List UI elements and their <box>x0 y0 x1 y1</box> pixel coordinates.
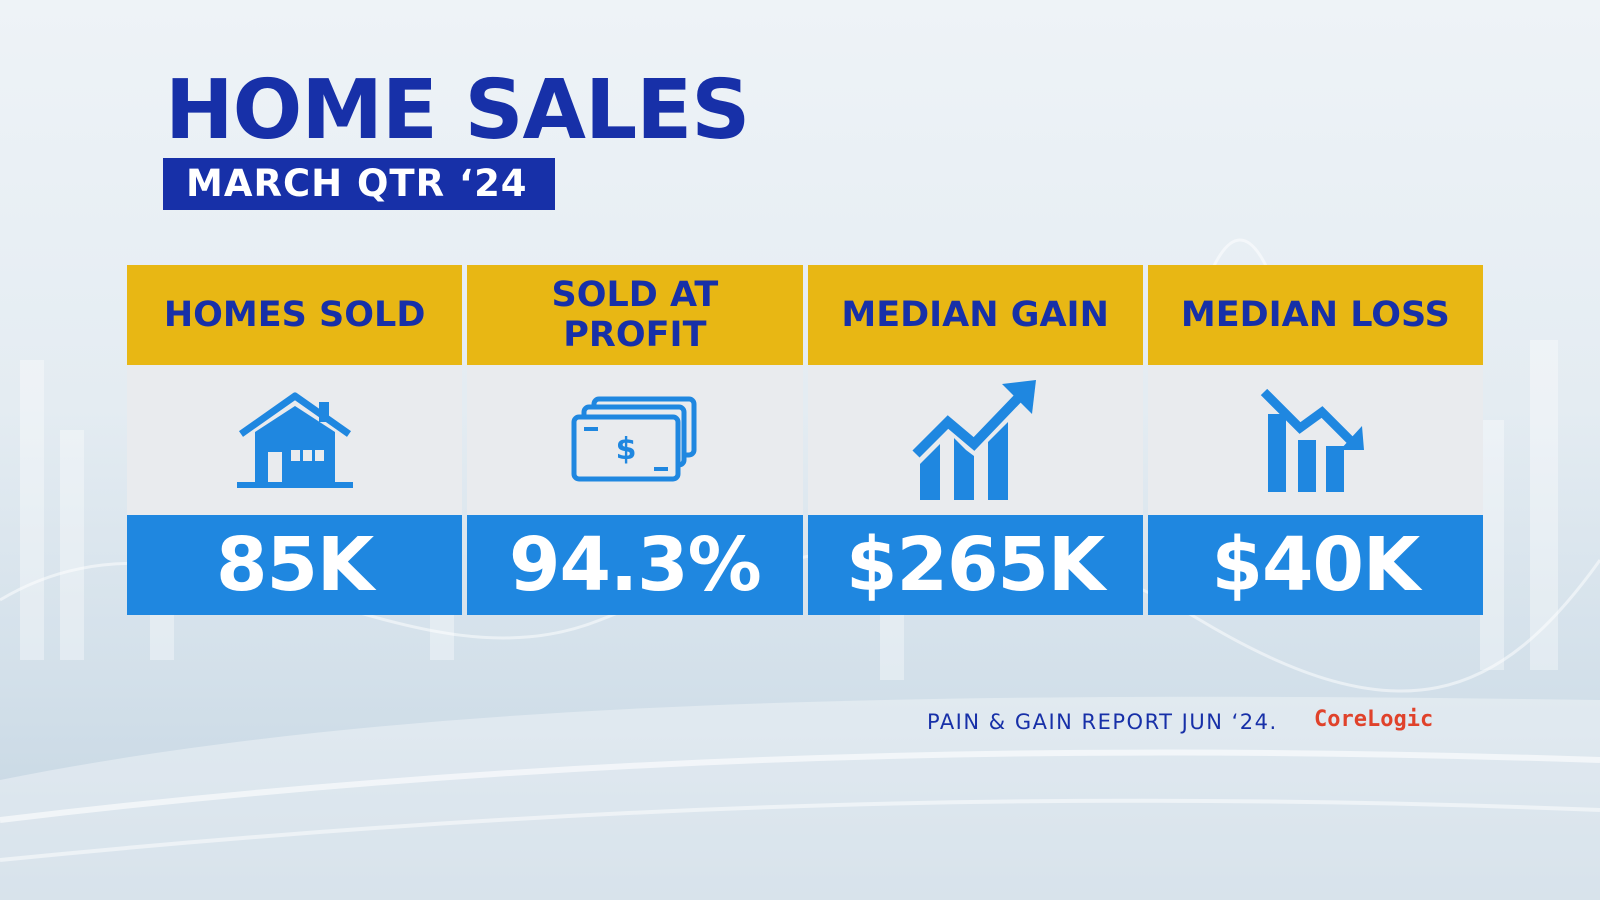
stat-value: $265K <box>807 515 1143 615</box>
trend-up-icon <box>912 379 1037 500</box>
stat-label: MEDIAN LOSS <box>1147 265 1483 365</box>
stat-card-sold-at-profit: SOLD AT PROFIT $ 94.3% <box>467 265 803 615</box>
stat-value: 94.3% <box>467 515 803 615</box>
stat-label: MEDIAN GAIN <box>807 265 1143 365</box>
stats-grid: HOMES SOLD 85K SOLD AT PROFIT $ <box>127 265 1483 615</box>
stat-card-median-loss: MEDIAN LOSS $40K <box>1147 265 1483 615</box>
stat-card-median-gain: MEDIAN GAIN $265K <box>807 265 1143 615</box>
house-icon <box>236 392 353 488</box>
period-badge: MARCH QTR ‘24 <box>163 158 555 210</box>
stat-value: 85K <box>127 515 463 615</box>
stat-value: $40K <box>1147 515 1483 615</box>
stat-card-homes-sold: HOMES SOLD 85K <box>127 265 463 615</box>
trend-down-icon <box>1261 388 1365 492</box>
stat-label: HOMES SOLD <box>127 265 463 365</box>
banknotes-icon: $ <box>571 396 697 482</box>
source-credit: PAIN & GAIN REPORT JUN ‘24. <box>927 710 1278 734</box>
svg-text:$: $ <box>615 432 636 467</box>
page-title: HOME SALES <box>165 63 750 158</box>
brand-logo-text: CoreLogic <box>1314 707 1434 732</box>
stat-label: SOLD AT PROFIT <box>467 265 803 365</box>
